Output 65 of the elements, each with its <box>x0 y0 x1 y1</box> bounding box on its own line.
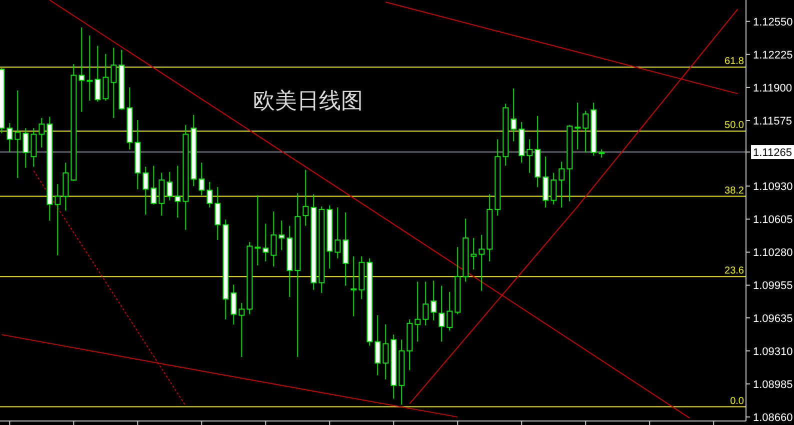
candlestick <box>94 45 101 102</box>
candlestick <box>110 47 117 118</box>
candlestick <box>302 169 309 226</box>
candlestick <box>142 166 149 216</box>
annotation: 61.8 <box>724 56 744 68</box>
candlestick <box>526 138 533 174</box>
candlestick <box>62 162 69 211</box>
candlestick <box>382 324 389 380</box>
annotation: 38.2 <box>724 185 744 196</box>
y-tick-label: 1.09955 <box>753 280 793 292</box>
y-tick-label: 1.11900 <box>753 82 792 94</box>
candlestick <box>422 281 429 326</box>
candlestick <box>102 53 109 102</box>
candlestick <box>214 186 221 240</box>
y-tick-label: 1.11265 <box>753 147 792 160</box>
candlestick <box>78 26 85 112</box>
candlestick <box>350 256 357 317</box>
candlestick <box>470 237 477 270</box>
candlestick <box>54 184 61 256</box>
candlestick <box>342 212 349 286</box>
candlestick <box>30 128 37 168</box>
candlestick <box>86 35 93 102</box>
candlestick <box>510 88 517 142</box>
y-tick-label: 1.11575 <box>753 116 792 128</box>
y-tick-label: 1.10930 <box>753 181 793 194</box>
annotation: 0.0 <box>730 396 744 407</box>
candlestick <box>574 102 581 150</box>
y-tick-label: 1.09635 <box>753 312 793 325</box>
y-tick-label: 1.12225 <box>753 49 793 62</box>
candlestick <box>334 206 341 259</box>
candlestick <box>174 165 181 218</box>
candlestick <box>278 220 285 251</box>
candlestick <box>150 165 157 205</box>
candlestick <box>430 280 437 321</box>
candlestick <box>446 291 453 331</box>
annotation: 23.6 <box>724 266 744 277</box>
candlestick <box>158 172 165 216</box>
candlestick <box>230 284 237 325</box>
y-tick-label: 1.09310 <box>753 346 793 358</box>
candlestick <box>550 172 557 205</box>
candlestick <box>582 110 589 154</box>
candlestick <box>414 281 421 342</box>
candlestick <box>22 128 29 168</box>
candlestick <box>238 302 245 358</box>
y-tick-label: 1.12550 <box>753 16 793 28</box>
candlestick <box>478 234 485 292</box>
candlestick <box>270 211 277 267</box>
candlestick <box>438 285 445 342</box>
candlestick <box>206 182 213 208</box>
annotation: 50.0 <box>724 120 744 132</box>
y-tick-label: 1.10280 <box>753 247 793 260</box>
candlestick <box>542 156 549 208</box>
text: 欧美日线图 <box>253 88 363 113</box>
candlestick <box>14 90 21 178</box>
y-tick-label: 1.10605 <box>753 214 793 226</box>
candlestick <box>374 314 381 376</box>
candlestick <box>254 194 261 266</box>
y-tick-label: 1.08660 <box>753 412 793 424</box>
candlestick <box>558 161 565 208</box>
candlestick <box>38 117 45 148</box>
y-tick-label: 1.08985 <box>753 378 793 391</box>
candlestick <box>6 122 13 152</box>
candlestick <box>262 223 269 262</box>
candlestick <box>198 162 205 196</box>
candlestick <box>166 171 173 201</box>
